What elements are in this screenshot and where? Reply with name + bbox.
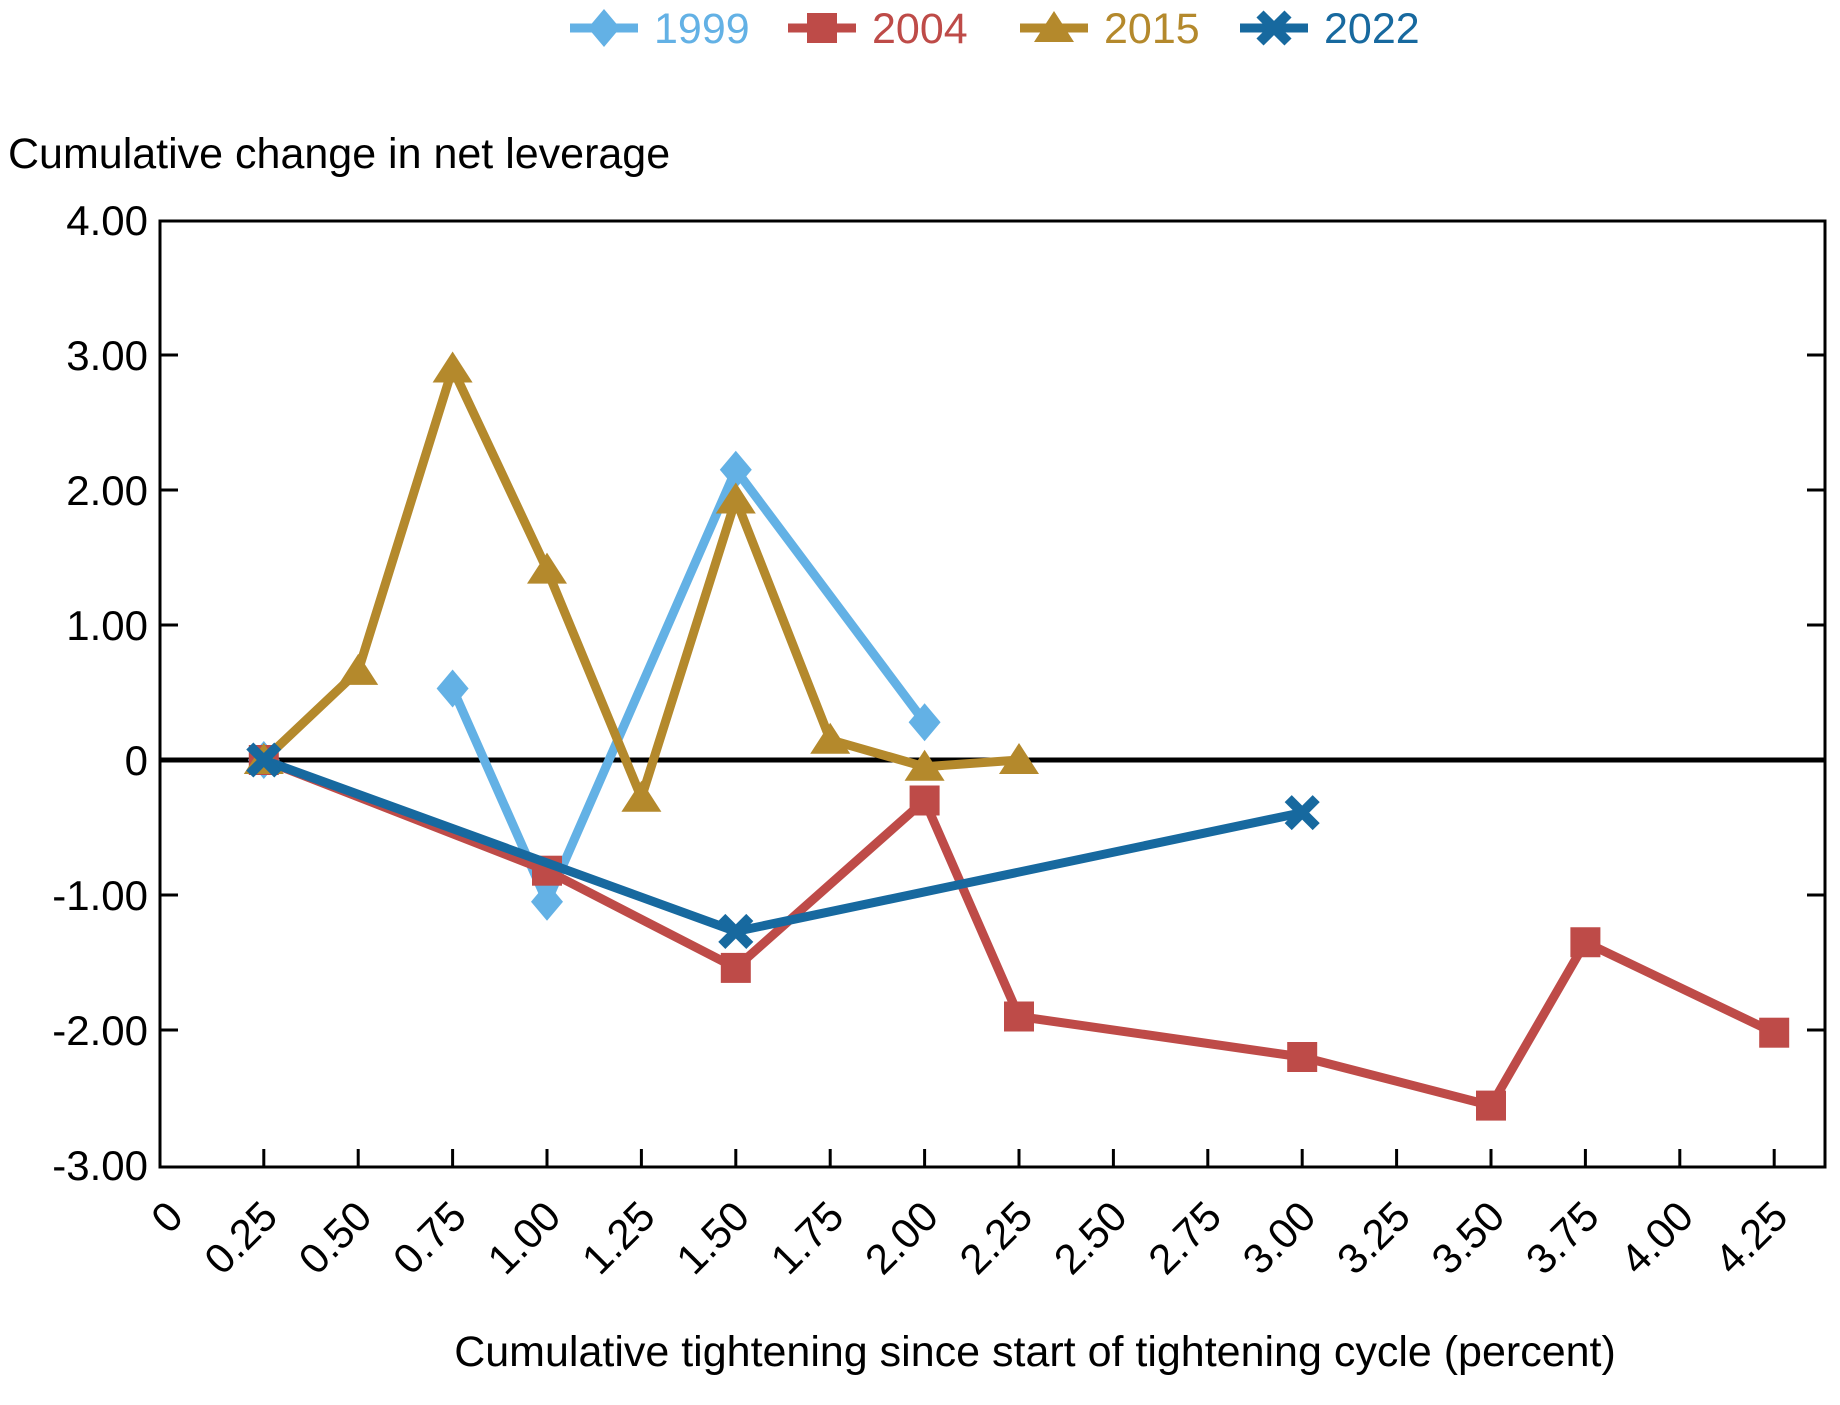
series-line-2004: [262, 755, 1777, 1111]
data-point-2015-triangle-icon: [999, 743, 1039, 774]
y-axis-label: 2.00: [66, 467, 148, 514]
data-point-2022-x-icon: [246, 742, 282, 778]
data-point-2015-triangle-icon: [621, 780, 662, 812]
data-point-2004-square-icon: [909, 785, 940, 816]
series-line-1999: [448, 465, 929, 907]
x-axis-label: 2.00: [856, 1192, 947, 1283]
chart-title: Cumulative change in net leverage: [8, 130, 670, 178]
legend-x-icon: [1256, 10, 1292, 46]
legend-label-2004: 2004: [872, 5, 968, 53]
data-point-2015-triangle-icon: [527, 552, 567, 584]
y-axis-label: -2.00: [52, 1007, 148, 1054]
data-point-2004-square-icon: [720, 952, 751, 983]
y-axis-label: 3.00: [66, 332, 148, 379]
legend-diamond-icon: [588, 9, 620, 47]
x-axis-label: 4.00: [1611, 1192, 1702, 1283]
x-axis-label: 4.25: [1706, 1192, 1797, 1283]
x-axis-title: Cumulative tightening since start of tig…: [454, 1328, 1616, 1376]
y-axis-label: -3.00: [52, 1142, 148, 1189]
x-axis-label: 1.25: [573, 1192, 664, 1283]
x-axis-label: 1.75: [762, 1192, 853, 1283]
series-line-2015: [260, 364, 1020, 803]
data-point-2015-triangle-icon: [810, 722, 851, 754]
data-point-2004-square-icon: [1570, 927, 1601, 958]
legend-label-2015: 2015: [1104, 5, 1200, 53]
data-point-2004-square-icon: [1759, 1017, 1790, 1048]
x-axis-label: 3.75: [1517, 1192, 1608, 1283]
x-axis-label: 3.25: [1328, 1192, 1419, 1283]
data-point-2015-triangle-icon: [904, 749, 945, 781]
series-line-2022: [262, 755, 1304, 936]
x-axis-label: 0.75: [384, 1192, 475, 1283]
data-point-1999-diamond-icon: [719, 450, 752, 489]
data-point-1999-diamond-icon: [436, 669, 469, 708]
y-axis-label: 0: [125, 737, 148, 784]
y-axis-label: -1.00: [52, 872, 148, 919]
data-point-2015-triangle-icon: [338, 653, 379, 685]
x-axis-label: 0: [142, 1192, 192, 1242]
x-axis-label: 2.25: [950, 1192, 1041, 1283]
x-axis-label: 2.50: [1045, 1192, 1136, 1283]
data-point-2004-square-icon: [1476, 1090, 1506, 1121]
legend-label-1999: 1999: [654, 5, 750, 53]
data-point-2022-x-icon: [1284, 795, 1320, 831]
data-point-2004-square-icon: [1004, 1001, 1034, 1032]
legend-square-icon: [807, 13, 837, 43]
legend-label-2022: 2022: [1324, 5, 1420, 53]
y-axis-label: 4.00: [66, 197, 148, 244]
x-axis-label: 2.75: [1139, 1192, 1230, 1283]
x-axis-label: 0.50: [290, 1192, 381, 1283]
data-point-2004-square-icon: [1287, 1042, 1318, 1072]
y-axis-label: 1.00: [66, 602, 148, 649]
x-axis-label: 1.00: [478, 1192, 569, 1283]
x-axis-label: 3.50: [1422, 1192, 1513, 1283]
x-axis-label: 3.00: [1234, 1192, 1325, 1283]
x-axis-label: 1.50: [667, 1192, 758, 1283]
x-axis-label: 0.25: [195, 1192, 286, 1283]
data-point-2015-triangle-icon: [715, 482, 756, 514]
data-point-2015-triangle-icon: [432, 351, 473, 383]
data-point-1999-diamond-icon: [531, 882, 563, 921]
legend-triangle-icon: [1034, 11, 1074, 42]
plot-frame: [158, 219, 1827, 1169]
data-point-1999-diamond-icon: [908, 703, 941, 742]
data-point-2022-x-icon: [718, 913, 754, 949]
